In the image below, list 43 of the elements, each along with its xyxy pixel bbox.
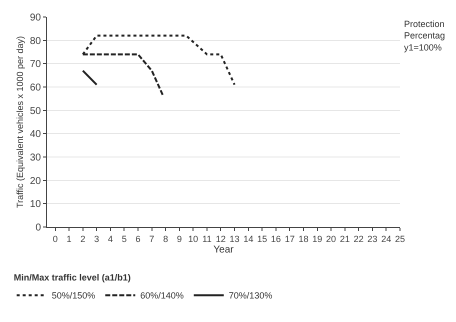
x-tick-label: 7 [149,234,154,244]
y-tick-label: 40 [30,129,42,140]
x-tick-label: 15 [257,234,268,244]
x-tick-label: 14 [243,234,254,244]
x-tick-label: 4 [108,234,113,244]
legend-label: 60%/140% [140,290,184,301]
x-tick-label: 5 [122,234,127,244]
legend-title: Min/Max traffic level (a1/b1) [14,272,131,283]
y-tick-label: 30 [30,152,42,164]
y-tick-label: 50 [30,106,42,117]
y-tick-label: 70 [30,59,42,70]
legend-label: 50%/150% [52,290,96,301]
y-tick-label: 20 [30,176,42,187]
x-tick-label: 8 [163,234,168,244]
x-tick-label: 17 [284,234,295,244]
x-tick-label: 0 [52,234,58,244]
y-tick-label: 60 [30,82,42,94]
x-axis-title: Year [213,244,234,256]
legend-label: 70%/130% [228,290,272,301]
x-tick-label: 22 [354,234,364,244]
y-axis-title: Traffic (Equivalent vehicles x 1000 per day) [15,36,26,208]
x-tick-label: 25 [394,234,406,244]
x-tick-label: 12 [216,234,226,244]
x-tick-label: 3 [94,234,100,244]
y-tick-label: 10 [30,199,42,210]
x-tick-label: 21 [340,234,350,244]
x-tick-label: 9 [176,234,182,244]
x-tick-label: 6 [136,234,141,244]
x-tick-label: 24 [381,234,392,244]
x-tick-label: 18 [298,234,308,244]
y-tick-label: 80 [30,36,42,47]
x-tick-label: 16 [270,234,281,244]
x-tick-label: 23 [367,234,378,244]
x-tick-label: 10 [188,234,198,244]
x-tick-label: 1 [66,234,72,244]
x-tick-label: 13 [230,234,240,244]
x-tick-label: 11 [202,234,212,244]
x-tick-label: 20 [326,234,336,244]
y-tick-label: 0 [35,222,42,234]
text: Protection Percentag y1=100% [404,19,446,52]
x-tick-label: 2 [80,234,86,244]
y-tick-label: 90 [30,12,42,24]
x-tick-label: 19 [312,234,322,244]
